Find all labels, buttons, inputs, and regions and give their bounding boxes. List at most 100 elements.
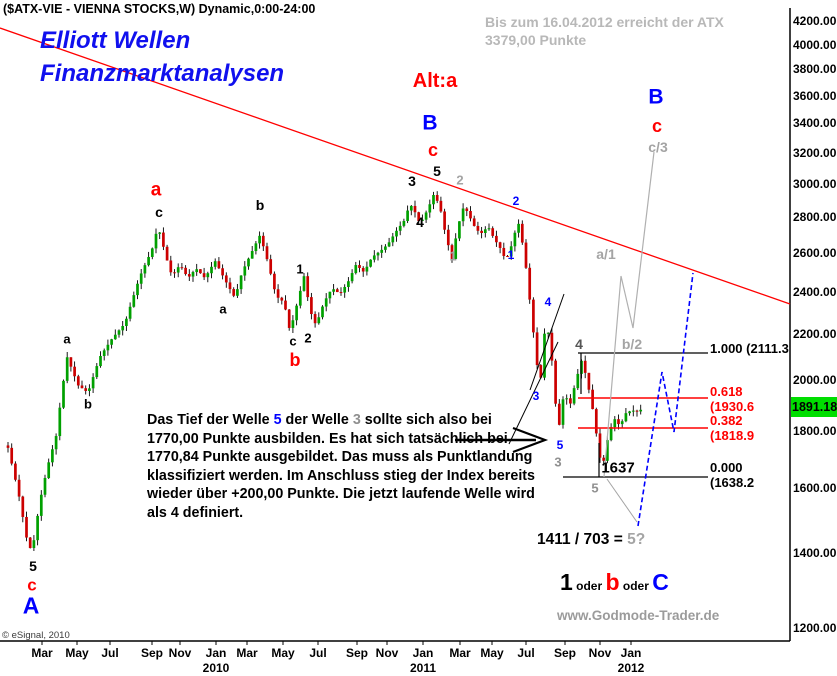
candle-body [620, 421, 624, 425]
wave-label-b: B [422, 111, 438, 135]
wave-label-2: 2 [304, 330, 312, 346]
paragraph-segment: Das Tief der Welle [147, 412, 274, 428]
candle-body [191, 272, 195, 277]
candle-body [21, 496, 25, 517]
candle-body [565, 398, 569, 400]
candle-body [306, 276, 310, 298]
candle-body [372, 255, 376, 260]
candle-body [195, 269, 199, 273]
candle-body [513, 232, 517, 247]
candle-body [631, 410, 635, 412]
candle-body [347, 281, 350, 288]
x-axis-month-label: Mar [236, 646, 258, 660]
wedge-line-2 [529, 293, 565, 391]
y-axis-tick-label: 2800.00 [793, 210, 837, 225]
candle-body [583, 360, 587, 373]
candle-body [432, 195, 435, 205]
y-axis-tick-label: 3600.00 [793, 88, 837, 103]
x-axis-month-label: May [271, 646, 295, 660]
wave-label-a: a [63, 331, 71, 347]
wave-label-c3: c/3 [648, 139, 668, 155]
wave-label-b: b [289, 350, 301, 370]
wave-label-b: B [648, 85, 664, 109]
candle-body [217, 261, 221, 269]
candle-body [498, 242, 502, 248]
candle-body [395, 230, 398, 237]
candle-body [391, 236, 395, 243]
candle-body [435, 195, 439, 201]
candle-body [247, 258, 250, 267]
candle-body [443, 211, 446, 230]
candle-body [339, 292, 343, 294]
candle-body [143, 265, 147, 274]
candle-body [439, 200, 443, 212]
gray-projection [603, 151, 655, 478]
candle-body [176, 267, 180, 273]
candle-body [69, 357, 73, 367]
fib-label-0.000: 0.000 (1638.2 [710, 460, 755, 490]
candle-body [210, 266, 213, 274]
candle-body [413, 205, 417, 213]
x-axis-month-label: Jul [101, 646, 119, 660]
candle-body [591, 389, 594, 410]
candle-body [36, 515, 39, 541]
wave-label-1: 1 [507, 248, 515, 262]
y-axis-tick-label: 1600.00 [793, 481, 837, 496]
wave-label-5: 5 [433, 163, 441, 179]
candle-body [635, 410, 639, 412]
candle-body [139, 273, 143, 284]
candle-body [125, 318, 128, 327]
candle-body [228, 282, 232, 290]
x-axis-month-label: Sep [140, 646, 164, 660]
candle-body [232, 289, 236, 296]
wave-label-2: 2 [512, 194, 520, 208]
candle-body [350, 273, 354, 282]
candle-body [546, 332, 550, 334]
wave-label-b: b [84, 396, 92, 412]
y-axis-tick-label: 4200.00 [793, 14, 837, 28]
candle-body [6, 445, 10, 448]
candle-body [62, 380, 65, 408]
candle-body [25, 516, 28, 538]
paragraph-segment: der Welle [281, 412, 353, 428]
wave-label-3: 3 [532, 389, 540, 403]
candle-body [569, 398, 572, 404]
x-axis-month-label: Jul [517, 646, 535, 660]
candle-body [417, 212, 421, 221]
candle-body [147, 256, 150, 266]
equation-segment: 5? [627, 531, 646, 548]
candle-body [317, 317, 321, 324]
candle-body [91, 377, 95, 389]
x-axis-year-label: 2010 [202, 661, 230, 675]
candle-body [517, 223, 520, 233]
alt-count-segment: C [652, 569, 669, 595]
candle-body [310, 297, 313, 315]
alt-count-segment: oder [619, 579, 653, 593]
branding-line1: Elliott Wellen [40, 27, 191, 54]
candle-body [469, 210, 472, 219]
candle-body [532, 299, 535, 333]
candle-body [358, 265, 361, 268]
candle-body [154, 233, 158, 249]
x-axis-month-label: Nov [375, 646, 399, 660]
candle-body [221, 268, 224, 276]
candle-body [199, 269, 202, 274]
y-axis-tick-label: 3800.00 [793, 62, 837, 77]
candle-body [95, 366, 99, 378]
candle-body [543, 333, 546, 378]
wave-label-1: 1 [296, 261, 304, 277]
blue-projection [637, 272, 694, 527]
y-axis-tick-label: 2600.00 [793, 246, 837, 261]
candle-body [402, 221, 406, 226]
x-axis-month-label: May [65, 646, 89, 660]
candle-body [224, 275, 228, 283]
candle-body [491, 228, 495, 236]
candle-body [554, 360, 557, 404]
x-axis-month-label: Jul [309, 646, 327, 660]
candle-body [332, 289, 335, 292]
candle-body [384, 246, 387, 250]
copyright-note: © eSignal, 2010 [2, 630, 70, 641]
y-axis-tick-label: 1800.00 [793, 424, 837, 439]
candle-body [594, 409, 598, 434]
